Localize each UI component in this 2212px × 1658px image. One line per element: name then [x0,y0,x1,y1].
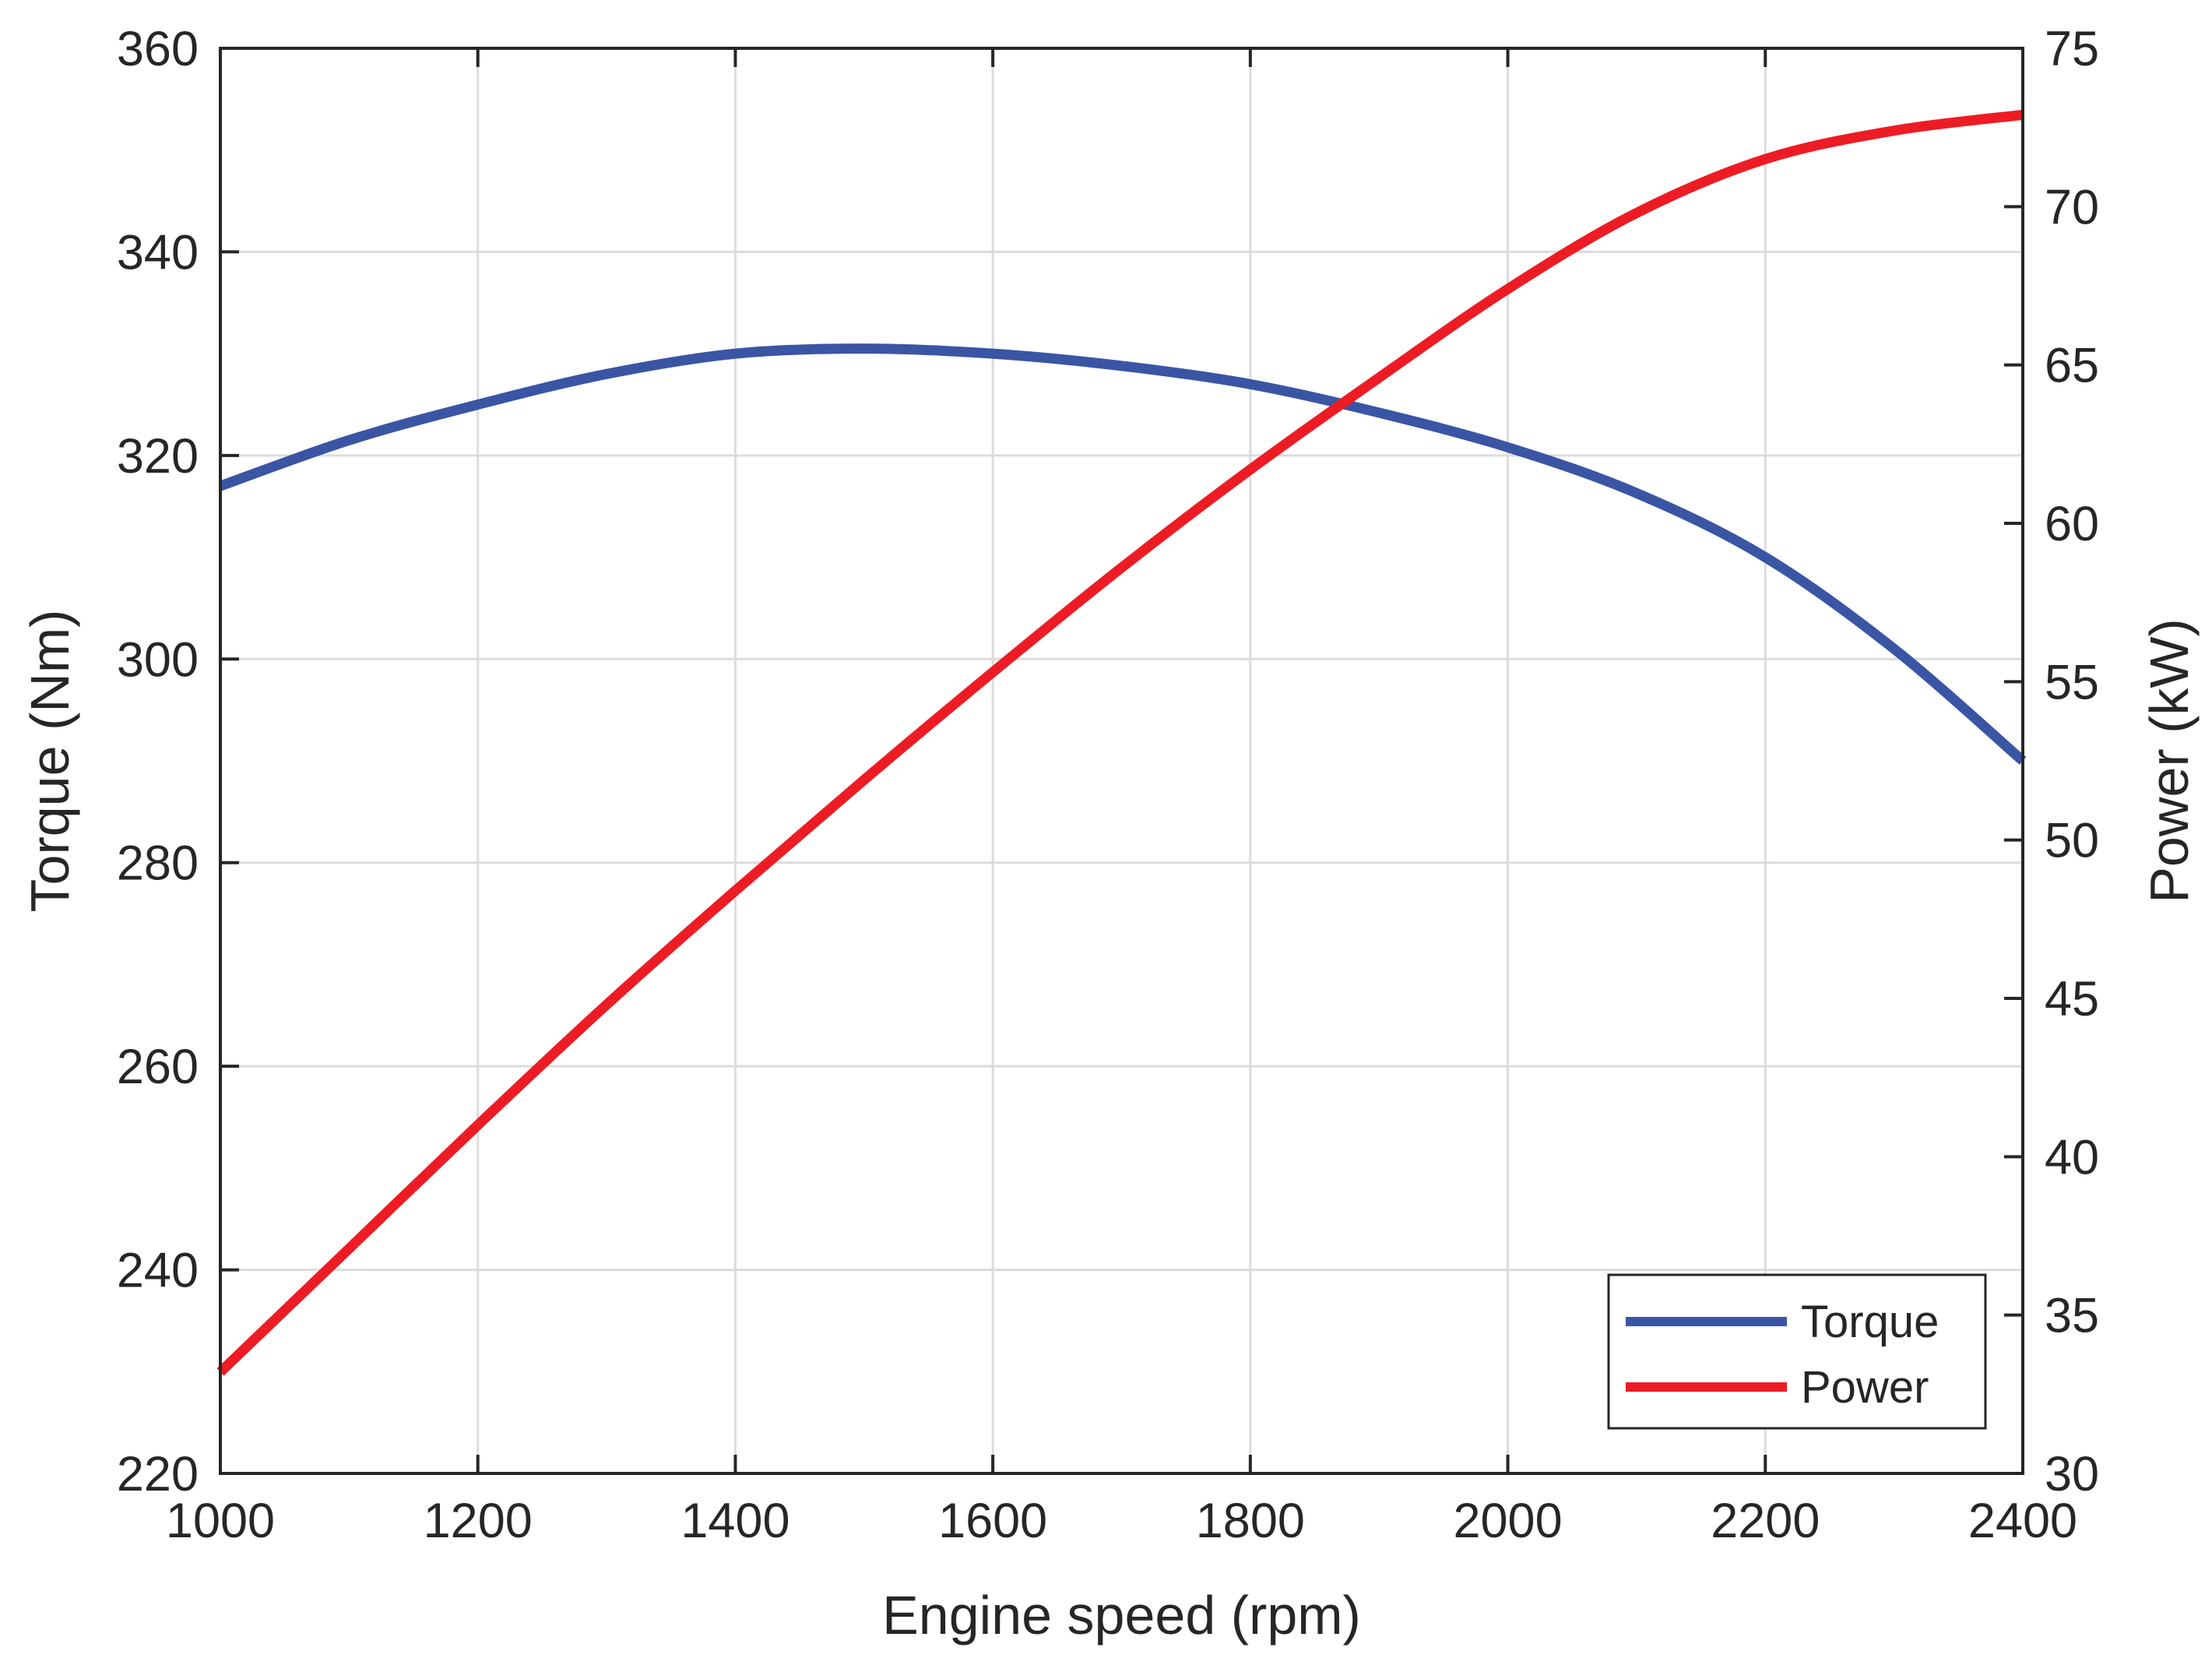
x-axis-ticks: 1000 1200 1400 1600 1800 2000 2200 2400 [166,48,2077,1548]
left-y-tick-label-340: 340 [117,225,199,280]
series-line-torque [218,343,2027,765]
right-y-tick-label-50: 50 [2045,814,2099,868]
x-axis-title: Engine speed (rpm) [882,1585,1361,1646]
x-tick-label-1200: 1200 [424,1494,533,1548]
series-layer [216,109,2027,1376]
left-y-tick-label-300: 300 [117,632,199,687]
x-tick-label-2200: 2200 [1711,1494,1820,1548]
legend: Torque Power [1607,1273,1987,1430]
left-y-tick-label-260: 260 [117,1040,199,1094]
right-y-tick-label-55: 55 [2045,655,2099,709]
left-y-tick-label-280: 280 [117,836,199,891]
left-y-tick-label-320: 320 [117,429,199,484]
x-tick-label-2000: 2000 [1453,1494,1562,1548]
right-y-tick-label-35: 35 [2045,1289,2099,1343]
x-tick-label-1400: 1400 [680,1494,789,1548]
left-y-tick-label-360: 360 [117,22,199,76]
legend-label-power: Power [1801,1362,1929,1413]
series-line-power [216,109,2024,1376]
right-y-tick-label-40: 40 [2045,1130,2099,1185]
legend-box [1607,1273,1987,1430]
left-y-axis-ticks: 220 240 260 280 300 320 340 360 [117,22,239,1501]
right-y-tick-label-60: 60 [2045,497,2099,551]
x-tick-label-1800: 1800 [1196,1494,1305,1548]
right-y-tick-label-45: 45 [2045,972,2099,1026]
plot-area-frame [219,47,2024,1475]
right-y-axis-title: Power (kW) [2139,618,2200,903]
left-y-tick-label-220: 220 [117,1447,199,1501]
x-tick-label-1000: 1000 [166,1494,275,1548]
x-tick-label-1600: 1600 [938,1494,1047,1548]
right-y-tick-label-70: 70 [2045,180,2099,234]
x-tick-label-2400: 2400 [1968,1494,2077,1548]
right-y-tick-label-75: 75 [2045,22,2099,76]
right-y-axis-ticks: 30 35 40 45 50 55 60 65 70 75 [2004,22,2099,1501]
right-y-tick-label-30: 30 [2045,1447,2099,1501]
right-y-tick-label-65: 65 [2045,339,2099,393]
vertical-gridlines [477,48,1767,1473]
left-y-tick-label-240: 240 [117,1244,199,1298]
horizontal-gridlines [220,250,2023,1272]
legend-label-torque: Torque [1801,1297,1939,1347]
left-y-axis-title: Torque (Nm) [19,610,80,913]
